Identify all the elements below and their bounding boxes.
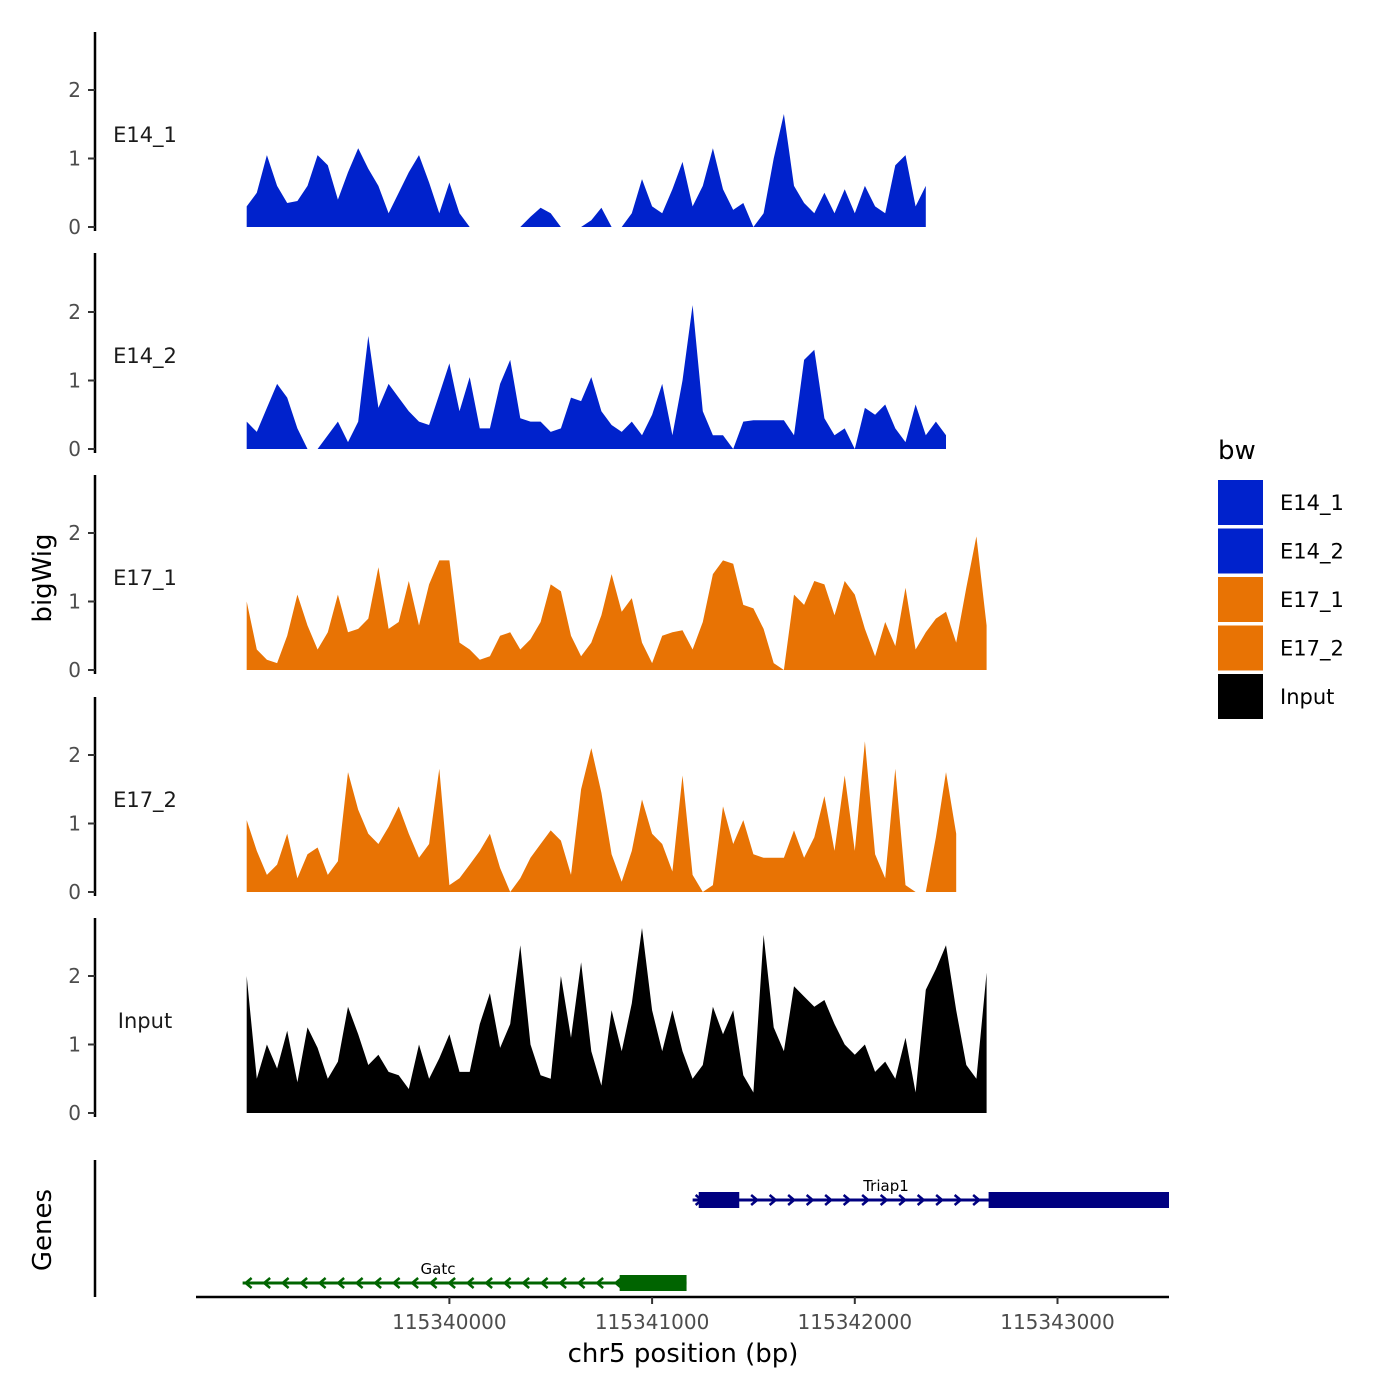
signal-area xyxy=(246,741,957,892)
strand-arrow xyxy=(558,1277,567,1289)
strand-arrow xyxy=(805,1194,815,1206)
y-tick-label: 2 xyxy=(68,964,81,988)
strand-arrow xyxy=(317,1277,327,1289)
gene-label: Triap1 xyxy=(862,1177,909,1195)
y-tick-label: 2 xyxy=(68,743,81,767)
x-tick-label: 115342000 xyxy=(798,1310,913,1334)
y-tick-label: 1 xyxy=(68,812,81,836)
y-tick-label: 0 xyxy=(68,215,81,239)
strand-arrow xyxy=(768,1194,778,1206)
strand-arrow xyxy=(613,1277,623,1289)
y-tick-label: 0 xyxy=(68,1101,81,1125)
exon-block xyxy=(988,1192,1169,1208)
strand-arrow xyxy=(391,1277,401,1289)
y-tick-label: 2 xyxy=(68,521,81,545)
strand-arrow xyxy=(243,1277,253,1289)
gene-gatc: Gatc xyxy=(242,1260,687,1291)
gene-triap1: Triap1 xyxy=(692,1177,1169,1208)
track-e14_2: 0 1 2 E14_2 xyxy=(68,253,947,461)
strand-arrow xyxy=(953,1194,963,1206)
strand-arrow xyxy=(750,1194,760,1206)
exon-block xyxy=(698,1192,740,1208)
y-tick-label: 0 xyxy=(68,437,81,461)
strand-arrow xyxy=(299,1277,308,1289)
y-tick-label: 1 xyxy=(68,147,81,171)
strand-arrow xyxy=(879,1194,889,1206)
legend-title: bw xyxy=(1218,436,1256,466)
legend-label: E14_1 xyxy=(1280,491,1344,516)
strand-arrow xyxy=(521,1277,530,1289)
strand-arrow xyxy=(824,1194,834,1206)
gene-label: Gatc xyxy=(421,1260,456,1278)
y-tick-label: 1 xyxy=(68,1033,81,1057)
strand-arrow xyxy=(972,1194,982,1206)
y-tick-label: 0 xyxy=(68,880,81,904)
x-axis-title: chr5 position (bp) xyxy=(568,1339,799,1369)
legend-swatch xyxy=(1218,528,1263,574)
track-label: Input xyxy=(118,1009,172,1033)
strand-arrow xyxy=(595,1277,604,1289)
strand-arrow xyxy=(465,1277,475,1289)
legend-label: Input xyxy=(1280,685,1334,709)
y-tick-label: 1 xyxy=(68,369,81,393)
strand-arrow xyxy=(935,1194,945,1206)
track-e17_2: 0 1 2 E17_2 xyxy=(68,697,957,904)
strand-arrow xyxy=(576,1277,586,1289)
legend-swatch xyxy=(1218,480,1263,525)
legend-label: E14_2 xyxy=(1280,540,1344,565)
strand-arrow xyxy=(787,1194,797,1206)
strand-arrow xyxy=(842,1194,852,1206)
y-tick-label: 2 xyxy=(68,300,81,324)
strand-arrow xyxy=(916,1194,926,1206)
strand-arrow xyxy=(354,1277,364,1289)
track-label: E14_1 xyxy=(113,123,177,148)
x-tick-label: 115341000 xyxy=(595,1310,710,1334)
track-label: E17_2 xyxy=(113,788,177,813)
strand-arrow xyxy=(373,1277,382,1289)
legend-label: E17_1 xyxy=(1280,588,1344,613)
strand-arrow xyxy=(539,1277,549,1289)
exon-block xyxy=(619,1275,687,1291)
gene-track: Triap1 Gatc xyxy=(93,1160,1169,1297)
genes-axis-title: Genes xyxy=(28,1189,58,1271)
strand-arrow xyxy=(484,1277,493,1289)
y-tick-label: 0 xyxy=(68,658,81,682)
legend-swatch xyxy=(1218,674,1263,719)
strand-arrow xyxy=(262,1277,271,1289)
y-axis-title: bigWig xyxy=(28,533,58,622)
track-label: E14_2 xyxy=(113,344,177,369)
strand-arrow xyxy=(898,1194,908,1206)
track-label: E17_1 xyxy=(113,566,177,591)
track-input: 0 1 2 Input xyxy=(68,918,987,1125)
strand-arrow xyxy=(447,1277,456,1289)
strand-arrow xyxy=(428,1277,438,1289)
legend: bw E14_1 E14_2 E17_1 E17_2 Input xyxy=(1218,436,1344,719)
legend-swatch xyxy=(1218,625,1263,671)
track-e17_1: 0 1 2 E17_1 xyxy=(68,475,987,682)
x-tick-label: 115343000 xyxy=(1000,1310,1115,1334)
x-axis: 115340000 115341000 115342000 115343000 xyxy=(196,1295,1169,1334)
y-tick-label: 2 xyxy=(68,78,81,102)
signal-area xyxy=(246,928,987,1113)
strand-arrow xyxy=(502,1277,512,1289)
strand-arrow xyxy=(861,1194,871,1206)
legend-label: E17_2 xyxy=(1280,637,1344,662)
strand-arrow xyxy=(280,1277,290,1289)
y-tick-label: 1 xyxy=(68,590,81,614)
signal-area xyxy=(246,536,987,670)
x-tick-label: 115340000 xyxy=(392,1310,507,1334)
signal-area xyxy=(246,305,947,449)
track-e14_1: 0 1 2 E14_1 xyxy=(68,32,926,239)
strand-arrow xyxy=(410,1277,419,1289)
signal-area xyxy=(246,114,926,227)
legend-swatch xyxy=(1218,577,1263,622)
strand-arrow xyxy=(336,1277,345,1289)
bigwig-tracks: 0 1 2 E14_1 0 1 2 E14_2 0 1 2 E17_1 0 1 2 E17_2 0 1 2 Input xyxy=(68,32,987,1125)
